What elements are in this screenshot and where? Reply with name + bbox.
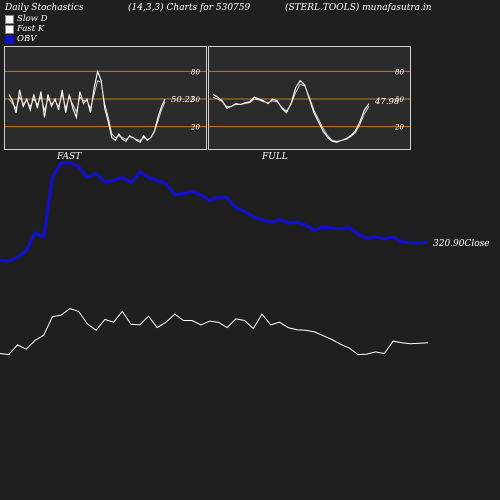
- legend-label-slow-d: Slow D: [17, 14, 48, 24]
- fast-stochastic-chart: 20 50 80 50.22: [5, 68, 206, 143]
- obv-close-chart: 320.90Close: [0, 161, 490, 356]
- fast-tick-label-80: 80: [191, 68, 200, 76]
- legend-swatch-obv: [5, 34, 14, 44]
- fast-tick-label-50: 50: [191, 96, 200, 104]
- full-tick-label-20: 20: [394, 124, 404, 132]
- full-panel-label: FULL: [262, 152, 288, 162]
- fast-panel-label: FAST: [57, 152, 82, 162]
- full-last-value-label: 47.98: [374, 97, 400, 107]
- full-tick-label-80: 80: [395, 68, 404, 76]
- full-stochastic-chart: 20 50 80 47.98: [209, 68, 410, 143]
- chart-params: (14,3,3) Charts for 530759: [128, 3, 251, 13]
- legend-label-obv: OBV: [17, 34, 37, 44]
- fast-series-line-1: [8, 79, 166, 141]
- legend-fast-k: Fast K: [5, 24, 44, 34]
- chart-title: Daily Stochastics: [5, 3, 84, 13]
- fast-stochastic-panel: 20 50 80 50.22: [4, 46, 207, 150]
- chart-symbol: (STERL.TOOLS) munafasutra.in: [285, 3, 432, 13]
- full-series-line-1: [212, 83, 370, 142]
- fast-tick-label-20: 20: [190, 124, 200, 132]
- obv-line: [0, 161, 429, 263]
- legend-slow-d: Slow D: [5, 14, 47, 24]
- legend-swatch-fast-k: [5, 24, 14, 34]
- full-series-line-0: [212, 79, 370, 143]
- legend-swatch-slow-d: [5, 14, 14, 24]
- legend-obv: OBV: [5, 34, 36, 44]
- close-price-line: [0, 308, 429, 356]
- close-last-value-label: 320.90Close: [433, 239, 490, 249]
- fast-series-line-0: [8, 69, 166, 143]
- full-stochastic-panel: 20 50 80 47.98: [208, 46, 411, 150]
- fast-last-value-label: 50.22: [171, 95, 195, 105]
- legend-label-fast-k: Fast K: [17, 24, 45, 34]
- full-tick-label-50: 50: [395, 96, 404, 104]
